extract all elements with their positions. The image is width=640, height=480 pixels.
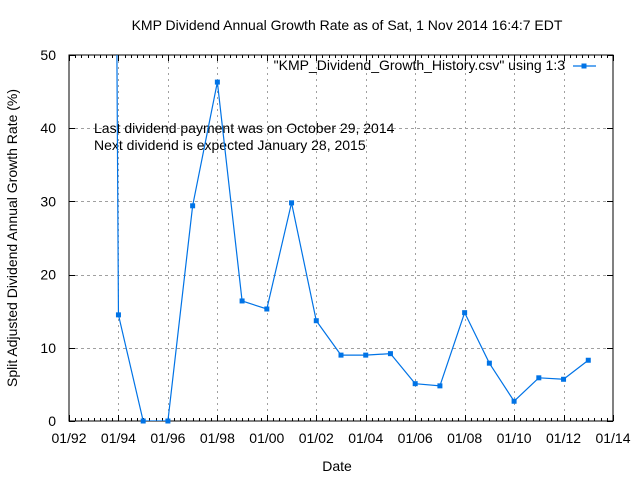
legend: "KMP_Dividend_Growth_History.csv" using … [274, 57, 596, 73]
data-point [412, 381, 418, 387]
chart-title: KMP Dividend Annual Growth Rate as of Sa… [132, 17, 563, 33]
x-tick-label: 01/06 [398, 430, 433, 446]
x-tick-label: 01/10 [497, 430, 532, 446]
y-tick-label: 40 [40, 120, 56, 136]
y-tick-label: 10 [40, 340, 56, 356]
x-tick-label: 01/02 [299, 430, 334, 446]
data-point [239, 298, 245, 304]
annotation-next-dividend: Next dividend is expected January 28, 20… [94, 137, 366, 153]
data-point [165, 418, 171, 424]
x-tick-label: 01/98 [200, 430, 235, 446]
grid [69, 55, 613, 421]
x-tick-label: 01/00 [249, 430, 284, 446]
data-point [115, 312, 121, 318]
x-tick-label: 01/12 [546, 430, 581, 446]
x-axis-label: Date [322, 458, 352, 474]
plot-border [68, 54, 614, 422]
data-point [561, 376, 567, 382]
data-point [536, 375, 542, 381]
legend-label: "KMP_Dividend_Growth_History.csv" using … [274, 57, 566, 73]
data-point [585, 357, 591, 363]
data-point [140, 418, 146, 424]
x-tick-label: 01/14 [595, 430, 630, 446]
data-point [363, 352, 369, 358]
data-point [387, 351, 393, 357]
data-point [313, 318, 319, 324]
x-tick-label: 01/04 [348, 430, 383, 446]
series-group [115, 55, 591, 424]
data-point [264, 306, 270, 312]
x-tick-label: 01/92 [51, 430, 86, 446]
data-point [338, 352, 344, 358]
x-tick-labels: 01/92 01/94 01/96 01/98 01/00 01/02 01/04 01/06… [51, 430, 630, 446]
y-tick-labels: 0 10 20 30 40 50 [40, 47, 56, 429]
y-tick-label: 0 [48, 413, 56, 429]
axis-ticks [69, 55, 614, 422]
y-tick-label: 30 [40, 193, 56, 209]
data-point [511, 398, 517, 404]
data-point [190, 203, 196, 209]
data-point [486, 360, 492, 366]
x-tick-label: 01/96 [150, 430, 185, 446]
annotation-last-dividend: Last dividend payment was on October 29,… [94, 120, 395, 136]
legend-marker [581, 63, 587, 69]
y-axis-label: Split Adjusted Dividend Annual Growth Ra… [4, 89, 20, 387]
data-point [289, 200, 295, 206]
x-tick-label: 01/94 [101, 430, 136, 446]
x-tick-label: 01/08 [447, 430, 482, 446]
data-point [214, 79, 220, 85]
data-point [437, 383, 443, 389]
data-point [462, 310, 468, 316]
y-tick-label: 50 [40, 47, 56, 63]
y-tick-label: 20 [40, 267, 56, 283]
